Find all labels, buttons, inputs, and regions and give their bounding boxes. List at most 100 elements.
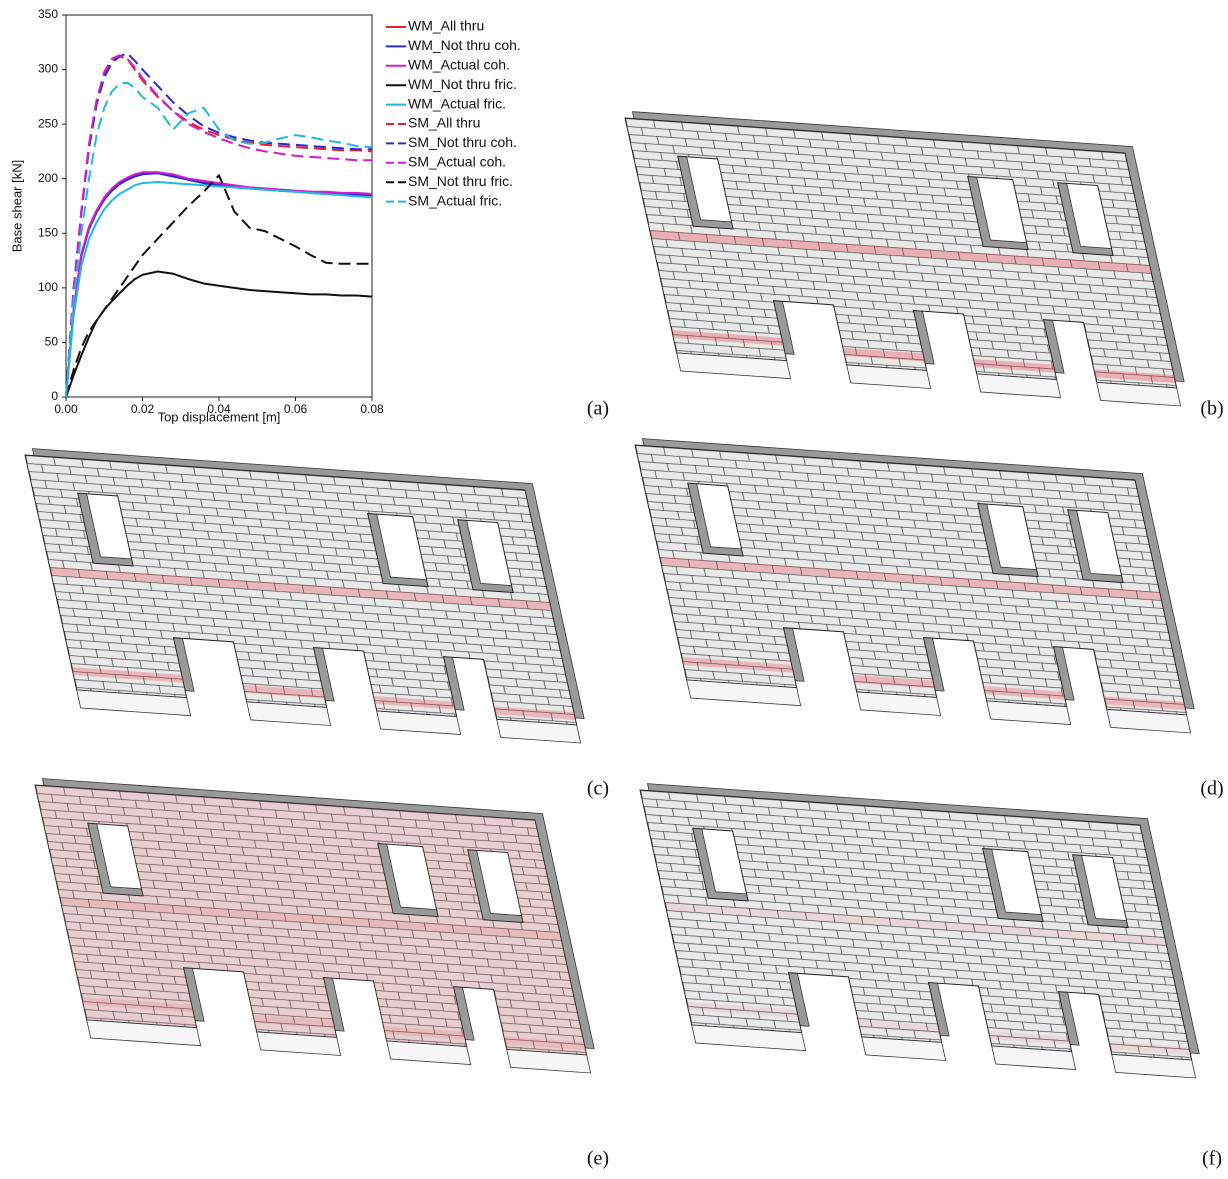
legend-label: WM_Actual fric. <box>408 95 506 111</box>
foundation-block <box>861 1036 947 1061</box>
damage-band <box>242 684 325 699</box>
wall-face <box>34 784 588 1056</box>
damage-overlay <box>35 785 587 1056</box>
y-tick-label: 200 <box>38 171 58 185</box>
foundation-block <box>86 1019 202 1047</box>
damage-band <box>983 686 1066 700</box>
x-tick-label: 0.08 <box>360 402 384 416</box>
series-line <box>65 270 373 398</box>
foundation-block <box>1111 1053 1197 1079</box>
foundation-block <box>496 718 582 744</box>
damage-band <box>852 674 935 689</box>
series-line <box>65 54 372 398</box>
wall-face <box>634 444 1188 716</box>
y-tick-label: 150 <box>38 225 58 239</box>
y-tick-label: 300 <box>38 62 58 76</box>
wall-model <box>634 438 1195 734</box>
x-tick-label: 0.06 <box>284 402 308 416</box>
wall-face <box>639 789 1193 1061</box>
y-tick-label: 50 <box>45 335 59 349</box>
foundation-block <box>246 701 332 726</box>
foundation-block <box>686 679 802 707</box>
foundation-block <box>1096 381 1182 407</box>
legend-label: SM_Actual fric. <box>408 192 502 208</box>
wall-model <box>34 778 595 1074</box>
damage-band <box>973 359 1056 373</box>
x-tick-label: 0.04 <box>207 402 231 416</box>
legend-label: SM_Not thru fric. <box>408 173 513 189</box>
series-line <box>65 171 373 398</box>
wall-model <box>24 448 585 744</box>
y-tick-label: 350 <box>38 7 58 21</box>
damage-band <box>81 997 194 1013</box>
legend-label: WM_All thru <box>408 18 484 34</box>
x-axis-label: Top displacement [m] <box>158 409 281 424</box>
damage-band <box>681 657 794 673</box>
foundation-block <box>856 691 942 716</box>
damage-band <box>649 230 1152 274</box>
series-line <box>65 180 373 398</box>
damage-band <box>503 1036 586 1051</box>
damage-band <box>664 902 1167 946</box>
damage-band <box>659 557 1162 601</box>
y-tick-label: 100 <box>38 280 58 294</box>
damage-band <box>988 1031 1071 1045</box>
damage-band <box>842 347 925 362</box>
series-line <box>65 171 372 398</box>
panel-label: (d) <box>1200 778 1223 800</box>
x-tick-label: 0.00 <box>54 402 78 416</box>
damage-band <box>493 706 576 721</box>
series-line <box>65 55 373 398</box>
foundation-block <box>976 373 1062 399</box>
foundation-block <box>846 364 932 389</box>
legend-label: WM_Not thru fric. <box>408 76 517 92</box>
foundation-block <box>376 710 462 736</box>
foundation-block <box>676 352 792 380</box>
damage-band <box>49 567 552 611</box>
damage-band <box>686 1002 799 1018</box>
series-line <box>65 52 372 398</box>
x-tick-label: 0.02 <box>131 402 155 416</box>
panel-label: (f) <box>1202 1148 1222 1170</box>
foundation-block <box>506 1048 592 1074</box>
y-tick-label: 250 <box>38 116 58 130</box>
damage-band <box>383 1026 466 1040</box>
damage-band <box>857 1019 940 1034</box>
panel-label: (a) <box>587 398 609 420</box>
damage-band <box>1093 369 1176 384</box>
foundation-block <box>256 1031 342 1056</box>
series-line <box>65 81 373 398</box>
wall-face <box>24 454 578 726</box>
panel-label: (c) <box>587 778 609 800</box>
panel-label: (b) <box>1200 398 1223 420</box>
legend-label: SM_All thru <box>408 115 480 131</box>
damage-band <box>71 667 184 683</box>
wall-model <box>624 111 1185 407</box>
y-axis-label: Base shear [kN] <box>9 160 24 253</box>
foundation-block <box>76 689 192 717</box>
foundation-block <box>1106 708 1192 734</box>
foundation-block <box>986 700 1072 726</box>
foundation-block <box>991 1045 1077 1071</box>
chart: Top displacement [m] Base shear [kN] 0 50… <box>9 7 520 424</box>
damage-band <box>59 897 562 941</box>
damage-band <box>671 330 784 346</box>
damage-band <box>373 696 456 710</box>
panel-label: (e) <box>587 1148 609 1170</box>
foundation-block <box>386 1040 472 1066</box>
damage-band <box>252 1014 335 1029</box>
legend-label: SM_Actual coh. <box>408 154 506 170</box>
series-line <box>65 173 372 398</box>
legend-label: WM_Actual coh. <box>408 57 510 73</box>
wall-model <box>639 783 1200 1079</box>
y-tick-label: 0 <box>51 389 58 403</box>
wall-renders <box>24 111 1200 1079</box>
foundation-block <box>691 1024 807 1052</box>
wall-face <box>624 117 1178 389</box>
legend-label: WM_Not thru coh. <box>408 37 521 53</box>
plot-frame <box>65 14 373 398</box>
damage-band <box>1103 696 1186 711</box>
damage-band <box>1108 1041 1191 1056</box>
legend-label: SM_Not thru coh. <box>408 134 517 150</box>
